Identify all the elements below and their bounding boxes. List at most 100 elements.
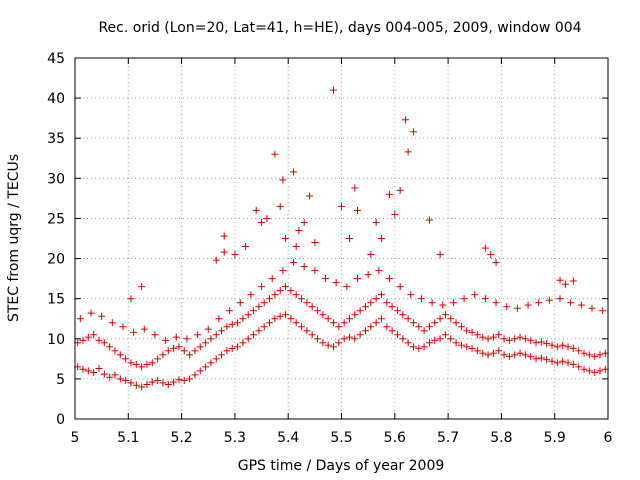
data-point [484,351,492,359]
data-point [377,235,385,242]
data-point [372,218,380,226]
data-point [351,335,359,343]
x-tick-label: 5.6 [384,430,406,446]
data-point [591,352,599,360]
data-points [74,86,609,391]
data-point [425,323,433,331]
data-point [196,367,204,375]
y-tick-label: 40 [47,91,65,107]
data-point [218,351,226,359]
data-point [300,218,308,226]
data-point [132,381,140,389]
data-point [122,376,130,384]
x-tick-label: 5.9 [544,430,566,446]
data-point [543,356,551,364]
data-point [505,336,513,344]
data-point [463,327,471,335]
data-point [330,319,338,327]
data-point [353,275,361,283]
data-point [351,184,359,192]
data-point [345,333,353,341]
data-point [170,378,178,386]
x-tick-label: 5.3 [224,430,246,446]
data-point [330,343,338,351]
data-point [311,239,319,247]
data-point [154,355,162,363]
data-point [481,295,489,303]
data-point [585,351,593,359]
data-point [186,351,194,359]
data-point [90,368,98,376]
data-point [234,319,242,327]
data-point [495,331,503,339]
data-point [393,307,401,315]
data-point [436,251,444,259]
data-point [106,343,114,351]
data-point [383,299,391,307]
data-point [183,335,191,343]
data-point [409,319,417,327]
y-tick-label: 35 [47,131,65,147]
data-point [319,311,327,319]
data-point [564,343,572,351]
data-point [180,376,188,384]
data-point [404,339,412,347]
data-point [314,335,322,343]
data-point [191,371,199,379]
data-point [324,341,332,349]
data-point [244,335,252,343]
data-point [447,315,455,323]
data-point [242,243,250,251]
data-point [162,336,170,344]
data-point [596,351,604,359]
data-point [404,315,412,323]
data-point [279,267,287,275]
data-point [489,333,497,341]
data-point [119,323,127,331]
data-point [223,323,231,331]
data-point [164,347,172,355]
data-point [340,319,348,327]
data-point [215,315,223,323]
data-point [511,351,519,359]
x-tick-label: 5 [71,430,80,446]
data-point [271,291,279,299]
data-point [332,279,340,287]
data-point [98,312,106,320]
data-point [100,370,108,378]
data-point [282,311,290,319]
data-point [580,365,588,373]
data-point [543,340,551,348]
data-point [303,327,311,335]
data-point [383,323,391,331]
data-point [127,379,135,387]
data-point [553,359,561,367]
data-point [447,335,455,343]
data-point [385,275,393,283]
data-point [569,360,577,368]
data-point [548,341,556,349]
data-point [231,251,239,259]
data-point [276,312,284,320]
data-point [431,319,439,327]
data-point [415,323,423,331]
data-point [495,347,503,355]
data-point [479,349,487,357]
data-point [138,383,146,391]
y-axis-label: STEC from uqrg / TECUs [6,154,22,322]
data-point [220,248,228,256]
data-point [212,331,220,339]
data-point [532,339,540,347]
data-point [132,360,140,368]
data-point [524,301,532,309]
data-point [266,295,274,303]
data-point [212,355,220,363]
data-point [154,376,162,384]
data-point [247,291,255,299]
data-point [479,333,487,341]
y-tick-label: 10 [47,332,65,348]
data-point [575,347,583,355]
data-point [588,304,596,312]
data-point [553,343,561,351]
data-point [535,299,543,307]
